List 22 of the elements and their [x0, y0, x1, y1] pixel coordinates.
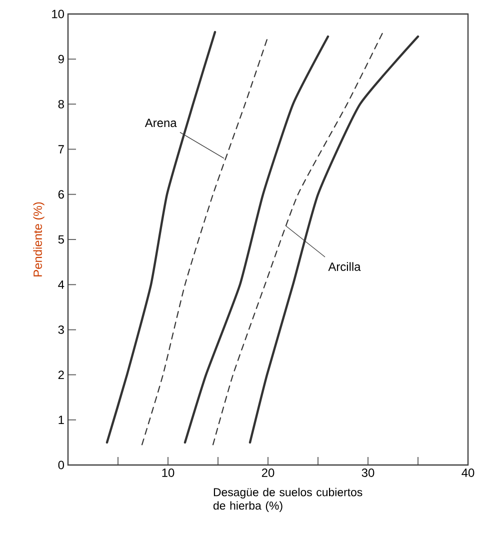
y-axis-title: Pendiente (%)	[33, 202, 44, 276]
y-tick-label: 6	[58, 190, 64, 199]
y-tick-label: 10	[52, 10, 64, 18]
line-series	[184, 35, 330, 444]
line-series	[248, 35, 420, 444]
x-tick-label: 20	[262, 468, 274, 477]
y-tick-label: 0	[58, 460, 64, 470]
y-tick-label: 1	[58, 416, 64, 424]
x-tick-label: 10	[162, 468, 174, 477]
y-tick-label: 7	[58, 145, 64, 154]
x-tick-label: 40	[462, 468, 474, 477]
line-series	[212, 31, 384, 446]
y-tick-label: 5	[58, 235, 64, 244]
y-tick-label: 2	[58, 370, 64, 379]
y-tick-label: 4	[58, 280, 64, 289]
x-axis-title: Desagüe de suelos cubiertos de hierba (%)	[214, 488, 362, 512]
x-tick-label: 30	[362, 468, 374, 477]
y-tick-label: 3	[58, 325, 64, 334]
y-tick-label: 8	[58, 100, 64, 108]
y-tick-label: 9	[58, 54, 64, 64]
annotation: Arena	[144, 118, 177, 128]
annotation: Arcilla	[328, 262, 361, 271]
